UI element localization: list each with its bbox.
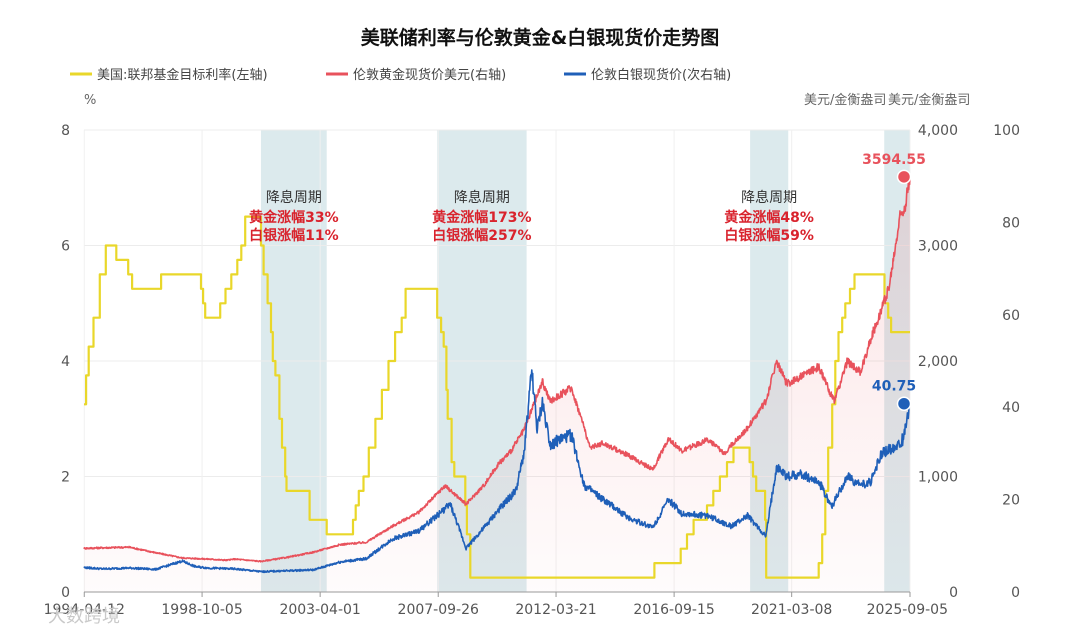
left-tick-label-1: 2 [61,470,70,486]
chart-title: 美联储利率与伦敦黄金&白银现货价走势图 [361,26,720,49]
right2-tick-label-3: 60 [1002,308,1020,324]
cycle-gold-gain-2: 黄金涨幅48% [724,209,814,226]
x-tick-label-7: 2025-09-05 [867,602,948,618]
watermark: 大数跨境 [48,606,120,627]
cycle-gold-gain-1: 黄金涨幅173% [432,209,531,226]
series-line-silver [83,369,911,574]
legend-label-gold: 伦敦黄金现货价美元(右轴) [353,67,506,83]
right-axis-unit: 美元/金衡盎司 [804,92,886,108]
cycle-silver-gain-1: 白银涨幅257% [432,227,531,244]
end-marker-1 [896,396,912,411]
legend: 美国:联邦基金目标利率(左轴) 伦敦黄金现货价美元(右轴) 伦敦白银现货价(次右… [70,67,731,83]
left-axis-unit: % [84,93,96,108]
right-tick-label-4: 4,000 [918,123,958,139]
series-lines [83,176,911,579]
x-tick-label-4: 2012-03-21 [515,602,596,618]
right-tick-label-1: 1,000 [918,470,958,486]
right-tick-label-3: 3,000 [918,239,958,255]
gold-area [84,176,910,593]
left-tick-label-2: 4 [61,354,70,370]
cycle-title-0: 降息周期 [266,189,322,206]
right2-tick-label-5: 100 [993,123,1020,139]
right2-tick-label-0: 0 [1011,585,1020,601]
x-tick-label-2: 2003-04-01 [279,602,360,618]
x-tick-label-6: 2021-03-08 [751,602,832,618]
right2-axis-unit: 美元/金衡盎司 [888,92,970,108]
left-tick-label-4: 8 [61,123,70,139]
legend-label-rate: 美国:联邦基金目标利率(左轴) [97,67,268,83]
x-tick-label-3: 2007-09-26 [398,602,479,618]
series-line-gold [83,176,911,563]
end-value-label-0: 3594.55 [862,152,926,168]
cycle-gold-gain-0: 黄金涨幅33% [249,209,339,226]
legend-label-silver: 伦敦白银现货价(次右轴) [591,67,731,83]
right2-tick-label-4: 80 [1002,215,1020,231]
right2-tick-label-2: 40 [1002,400,1020,416]
left-tick-label-0: 0 [61,585,70,601]
right-tick-label-0: 0 [949,585,958,601]
gold-area-fill [84,176,910,593]
cycle-title-2: 降息周期 [741,189,797,206]
x-tick-label-5: 2016-09-15 [633,602,714,618]
left-tick-label-3: 6 [61,239,70,255]
cycle-title-1: 降息周期 [454,189,510,206]
series-line-rate [84,215,910,579]
cycle-silver-gain-0: 白银涨幅11% [249,227,339,244]
axes: 0246801,0002,0003,0004,00002040608010019… [44,123,1020,618]
end-marker-0 [896,169,912,185]
end-value-label-1: 40.75 [872,379,916,395]
end-labels: 3594.55 40.75 [862,152,926,411]
x-tick-label-0: 1994-04-12 [44,602,125,618]
x-tick-label-1: 1998-10-05 [161,602,242,618]
cycle-silver-gain-2: 白银涨幅59% [724,227,814,244]
right2-tick-label-1: 20 [1002,493,1020,509]
right-tick-label-2: 2,000 [918,354,958,370]
